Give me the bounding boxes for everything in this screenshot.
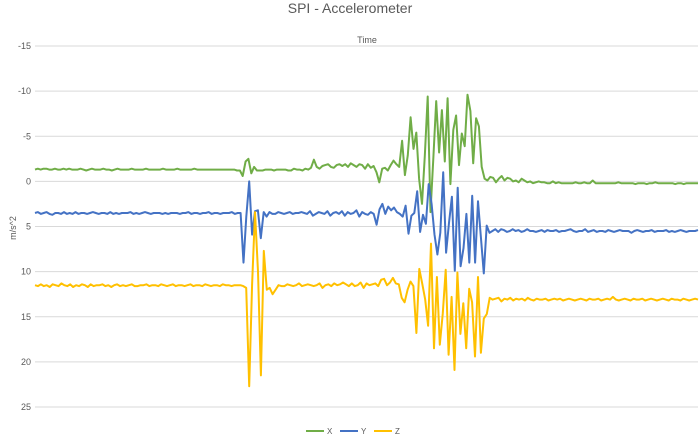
y-axis-title: m/s^2 — [8, 216, 18, 240]
legend-label-x: X — [327, 427, 333, 436]
y-tick-label: 0 — [26, 176, 31, 186]
y-tick-label: -5 — [23, 131, 31, 141]
chart-title: SPI - Accelerometer — [288, 0, 413, 16]
series-line-z — [34, 211, 699, 388]
x-axis-title: Time — [357, 35, 377, 45]
y-tick-label: -15 — [18, 41, 31, 51]
series-line-y — [34, 171, 699, 275]
series-lines — [34, 93, 699, 388]
legend: X Y Z — [306, 427, 400, 436]
y-tick-labels: -15 -10 -5 0 5 10 15 20 25 — [18, 41, 31, 412]
y-tick-label: 15 — [21, 312, 31, 322]
series-line-x — [34, 93, 698, 214]
y-tick-label: 20 — [21, 357, 31, 367]
y-tick-label: -10 — [18, 86, 31, 96]
legend-label-y: Y — [361, 427, 367, 436]
gridlines — [35, 45, 698, 408]
y-tick-label: 10 — [21, 267, 31, 277]
y-tick-label: 25 — [21, 402, 31, 412]
y-tick-label: 5 — [26, 222, 31, 232]
legend-label-z: Z — [395, 427, 400, 436]
